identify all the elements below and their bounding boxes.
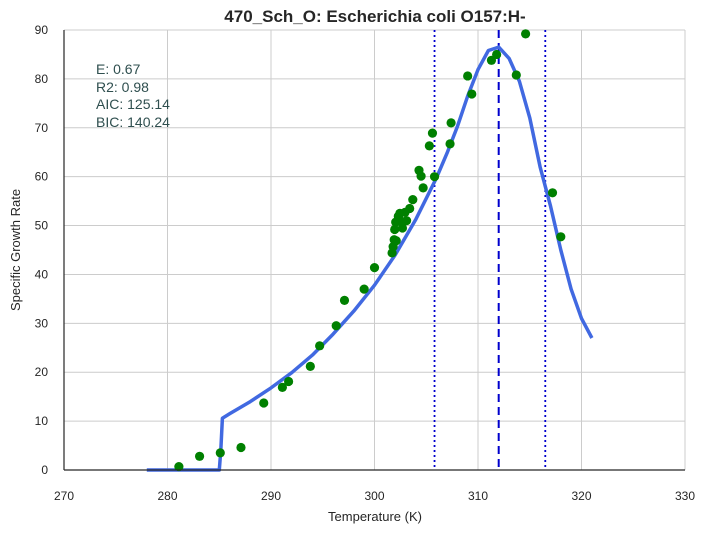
y-tick-label: 0 bbox=[41, 463, 48, 477]
data-point bbox=[194, 451, 205, 461]
data-point bbox=[492, 49, 502, 60]
data-point bbox=[339, 295, 350, 305]
fit-stats: E: 0.67 R2: 0.98 AIC: 125.14 BIC: 140.24 bbox=[96, 61, 170, 130]
data-point bbox=[359, 284, 369, 294]
y-tick-label: 60 bbox=[35, 170, 49, 184]
x-tick-label: 310 bbox=[468, 489, 488, 503]
data-point bbox=[215, 448, 225, 458]
data-point bbox=[429, 172, 440, 182]
fit-curve-line bbox=[146, 45, 594, 472]
y-tick-label: 10 bbox=[35, 414, 49, 428]
data-point bbox=[416, 171, 426, 181]
data-points bbox=[174, 29, 566, 472]
y-tick-label: 80 bbox=[35, 72, 49, 86]
data-point bbox=[391, 236, 401, 246]
data-point bbox=[463, 71, 473, 81]
data-point bbox=[174, 461, 184, 472]
x-axis-title: Temperature (K) bbox=[328, 509, 422, 524]
axes bbox=[63, 30, 685, 471]
data-point bbox=[331, 321, 341, 331]
data-point bbox=[408, 195, 418, 205]
y-tick-label: 90 bbox=[35, 23, 49, 37]
data-point bbox=[315, 341, 325, 351]
data-point bbox=[405, 203, 415, 214]
data-point bbox=[418, 183, 428, 193]
y-tick-label: 40 bbox=[35, 267, 49, 281]
data-point bbox=[259, 398, 269, 408]
x-tick-label: 290 bbox=[261, 489, 281, 503]
data-point bbox=[390, 224, 400, 235]
data-point bbox=[369, 263, 380, 273]
reference-lines bbox=[433, 30, 547, 470]
x-tick-label: 300 bbox=[364, 489, 384, 503]
data-point bbox=[521, 29, 531, 39]
y-tick-label: 70 bbox=[35, 121, 49, 135]
y-tick-label: 30 bbox=[35, 316, 49, 330]
data-point bbox=[511, 70, 521, 80]
x-tick-label: 280 bbox=[157, 489, 177, 503]
stat-bic: BIC: 140.24 bbox=[96, 114, 170, 130]
x-tick-label: 320 bbox=[571, 489, 591, 503]
data-point bbox=[277, 382, 287, 392]
stat-aic: AIC: 125.14 bbox=[96, 96, 170, 112]
chart-title: 470_Sch_O: Escherichia coli O157:H- bbox=[224, 7, 525, 26]
y-tick-label: 20 bbox=[35, 365, 49, 379]
data-point bbox=[547, 188, 558, 198]
data-point bbox=[556, 232, 566, 242]
data-point bbox=[236, 442, 246, 453]
y-tick-label: 50 bbox=[35, 219, 49, 233]
data-point bbox=[424, 141, 434, 151]
data-point bbox=[427, 128, 438, 138]
y-axis-title: Specific Growth Rate bbox=[8, 189, 23, 311]
data-point bbox=[305, 361, 315, 371]
stat-r2: R2: 0.98 bbox=[96, 79, 149, 95]
data-point bbox=[467, 89, 477, 99]
stat-e: E: 0.67 bbox=[96, 61, 141, 77]
data-point bbox=[446, 118, 456, 128]
data-point bbox=[445, 139, 455, 149]
tick-labels: 270 280 290 300 310 320 330 0 10 20 30 40 50 60 70 80 90 bbox=[35, 23, 696, 503]
x-tick-label: 330 bbox=[675, 489, 695, 503]
data-point bbox=[397, 223, 408, 233]
data-point bbox=[283, 376, 294, 387]
x-tick-label: 270 bbox=[54, 489, 74, 503]
data-point bbox=[401, 216, 412, 226]
fitted-curve bbox=[146, 45, 594, 472]
